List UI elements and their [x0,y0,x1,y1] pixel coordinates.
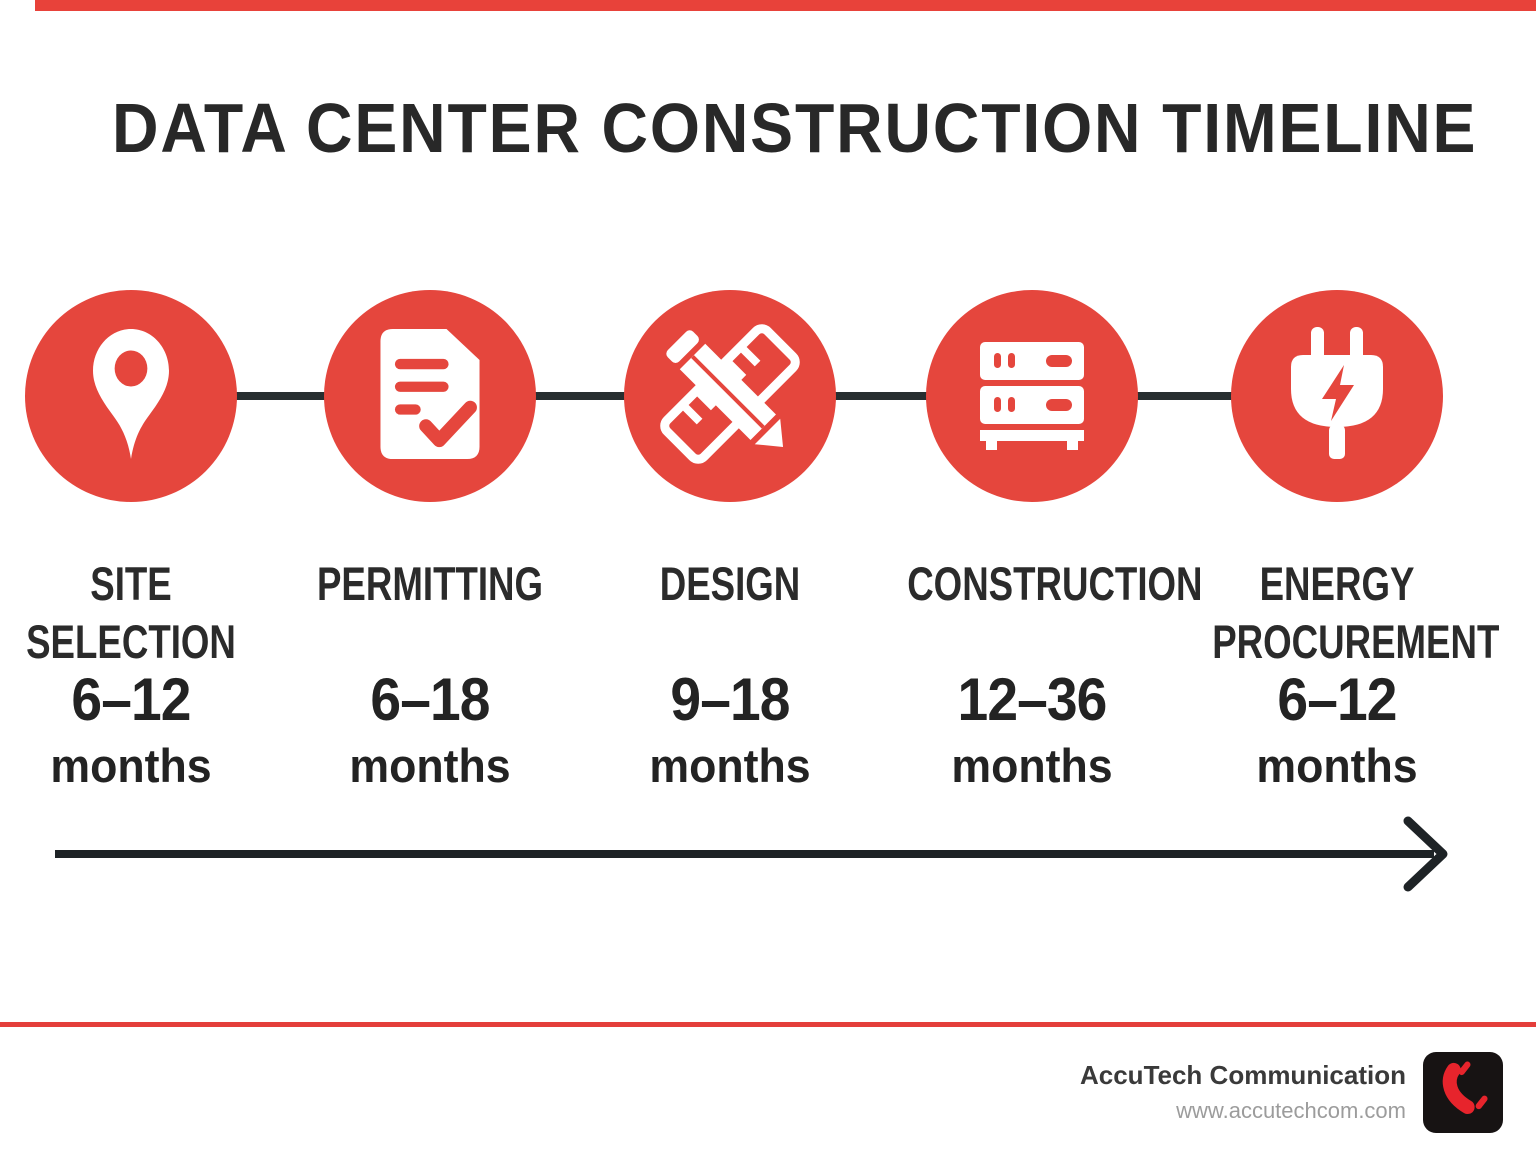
duration-value: 9–18 [670,666,790,733]
duration-unit: months [349,739,511,792]
stage-circle-permitting [324,290,536,502]
stage-label-design: DESIGN [605,555,855,613]
power-plug-icon [1291,326,1383,466]
stage-label-line: PERMITTING [316,557,544,610]
stage-duration-construction: 12–36 months [872,668,1192,791]
duration-value: 6–12 [1277,666,1397,733]
phone-icon [1432,1058,1494,1127]
stage-circle-construction [926,290,1138,502]
stage-label-line: ENERGY [1259,557,1415,610]
stage-duration-design: 9–18 months [570,668,890,791]
stage-duration-permitting: 6–18 months [270,668,590,791]
duration-value: 6–12 [71,666,191,733]
duration-unit: months [951,739,1113,792]
stage-label-energy-procurement: ENERGY PROCUREMENT [1212,555,1500,671]
timeline-direction-arrow [55,816,1448,892]
stage-label-permitting: PERMITTING [305,555,555,613]
stage-duration-energy-procurement: 6–12 months [1177,668,1497,791]
stage-label-line: SITE [90,557,172,610]
top-accent-bar [35,0,1536,11]
server-rack-icon [974,336,1090,457]
stage-circle-site-selection [25,290,237,502]
location-pin-icon [93,328,169,464]
pencil-ruler-icon [655,319,805,474]
footer-divider-line [0,1022,1536,1027]
footer-text-block: AccuTech Communication www.accutechcom.c… [1080,1060,1406,1124]
stage-circle-energy-procurement [1231,290,1443,502]
duration-unit: months [649,739,811,792]
stage-label-line: SELECTION [26,615,236,668]
page-title: DATA CENTER CONSTRUCTION TIMELINE [112,89,1478,167]
stage-circle-design [624,290,836,502]
stage-duration-site-selection: 6–12 months [0,668,291,791]
stage-label-line: DESIGN [659,557,801,610]
stage-label-site-selection: SITE SELECTION [6,555,256,671]
stage-label-construction: CONSTRUCTION [907,555,1203,613]
duration-value: 6–18 [370,666,490,733]
footer-company-name: AccuTech Communication [1079,1060,1406,1090]
duration-unit: months [1256,739,1418,792]
permit-document-icon [380,328,480,464]
stage-label-line: CONSTRUCTION [907,557,1203,610]
footer-logo [1423,1052,1503,1133]
footer-website: www.accutechcom.com [1176,1098,1406,1123]
stage-label-line: PROCUREMENT [1212,615,1500,668]
duration-unit: months [50,739,212,792]
duration-value: 12–36 [957,666,1108,733]
